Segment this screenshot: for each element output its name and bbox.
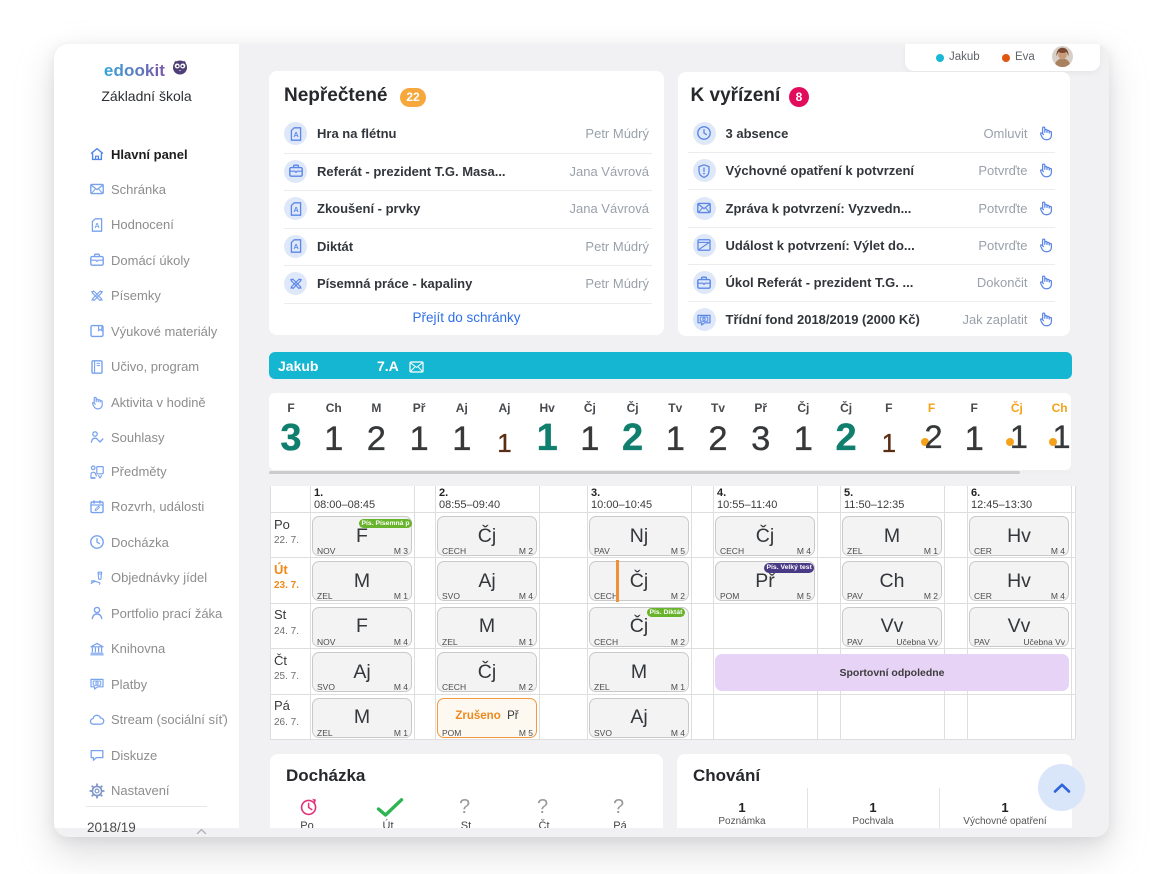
svg-text:A: A xyxy=(94,221,99,230)
svg-text:A: A xyxy=(293,242,298,251)
svg-text:A: A xyxy=(293,205,298,214)
svg-text:A: A xyxy=(293,130,298,139)
